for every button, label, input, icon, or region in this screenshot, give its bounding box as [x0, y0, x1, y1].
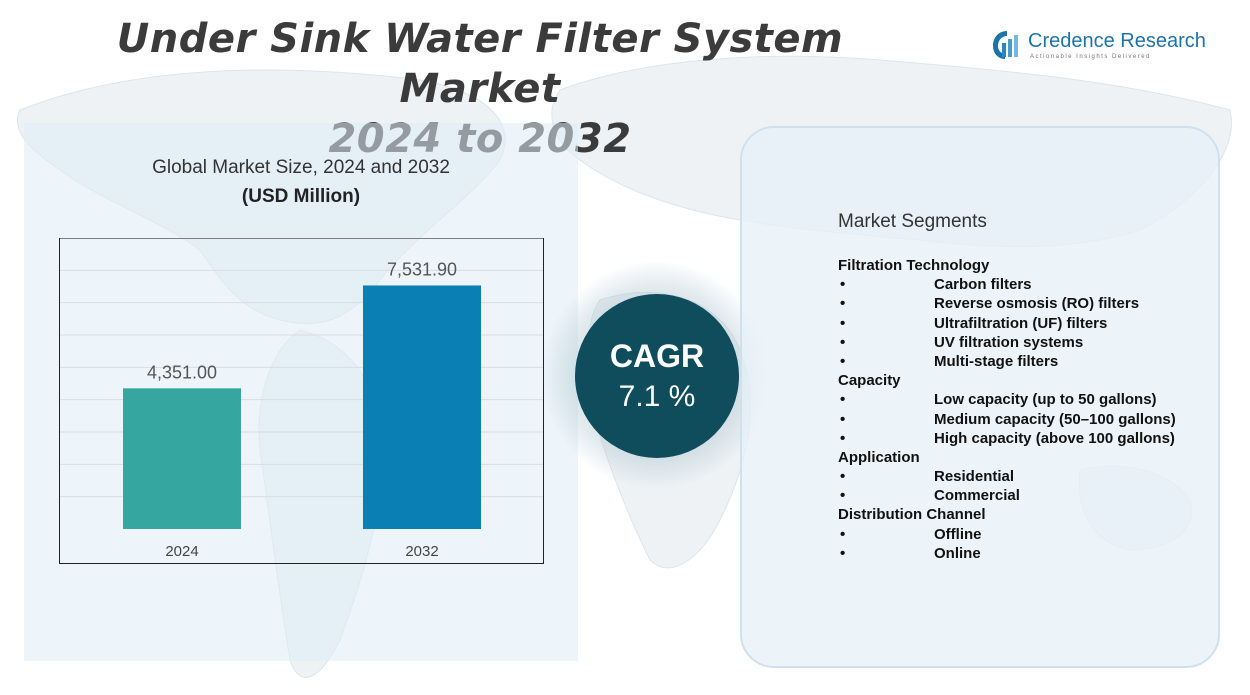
segment-item-label: Online	[934, 544, 981, 562]
title-line-1: Under Sink Water Filter System Market	[116, 16, 844, 112]
segment-item-label: Commercial	[934, 487, 1020, 505]
cagr-badge: CAGR 7.1 %	[575, 294, 739, 458]
cagr-label: CAGR	[609, 338, 705, 374]
bullet-icon: •	[840, 333, 846, 351]
segment-item-label: High capacity (above 100 gallons)	[934, 429, 1175, 447]
market-size-panel	[24, 123, 578, 661]
segment-item-label: Carbon filters	[934, 276, 1032, 294]
bullet-icon: •	[840, 525, 846, 543]
segment-item: • Ultrafiltration (UF) filters	[838, 314, 1218, 333]
segment-item: • Reverse osmosis (RO) filters	[838, 294, 1218, 313]
segment-item-label: Medium capacity (50–100 gallons)	[934, 410, 1176, 428]
segment-item: • High capacity (above 100 gallons)	[838, 429, 1218, 448]
segment-item: • Online	[838, 544, 1218, 563]
segment-item: • UV filtration systems	[838, 333, 1218, 352]
segment-item-label: Reverse osmosis (RO) filters	[934, 295, 1140, 313]
segment-category: Distribution Channel	[838, 506, 986, 524]
bullet-icon: •	[840, 410, 846, 428]
segment-item: • Commercial	[838, 486, 1218, 505]
segment-item-label: UV filtration systems	[934, 333, 1084, 351]
chart-subtitle: Global Market Size, 2024 and 2032	[152, 157, 450, 178]
bullet-icon: •	[840, 544, 846, 562]
segment-item-label: Low capacity (up to 50 gallons)	[934, 391, 1157, 409]
bullet-icon: •	[840, 276, 846, 294]
segment-category: Capacity	[838, 372, 901, 390]
bullet-icon: •	[840, 487, 846, 505]
bar-2032	[363, 285, 481, 529]
segment-category: Filtration Technology	[838, 257, 990, 274]
segment-item-label: Residential	[934, 468, 1015, 486]
bullet-icon: •	[840, 391, 846, 409]
chart-units: (USD Million)	[241, 186, 361, 207]
logo-tagline: Actionable Insights Delivered	[1030, 54, 1151, 60]
logo-mark-icon	[993, 31, 1018, 59]
bullet-icon: •	[840, 295, 846, 313]
bullet-icon: •	[840, 468, 846, 486]
cagr-value: 7.1 %	[618, 380, 696, 413]
credence-research-logo: Credence Research Actionable Insights De…	[990, 28, 1210, 68]
segment-category: Application	[838, 448, 920, 466]
x-tick-label-2024: 2024	[165, 543, 198, 560]
segment-item-label: Multi-stage filters	[934, 352, 1059, 370]
segment-item: • Medium capacity (50–100 gallons)	[838, 410, 1218, 429]
logo-name: Credence Research	[1028, 30, 1206, 52]
bar-2024	[123, 388, 241, 529]
x-tick-label-2032: 2032	[405, 543, 438, 560]
segment-item: • Carbon filters	[838, 275, 1218, 294]
bullet-icon: •	[840, 352, 846, 370]
bullet-icon: •	[840, 314, 846, 332]
segment-item: • Offline	[838, 525, 1218, 544]
bullet-icon: •	[840, 429, 846, 447]
market-segments-panel	[740, 126, 1220, 668]
segments-list: Filtration Technology • Carbon filters • Rev…	[838, 256, 1218, 563]
segment-item: • Residential	[838, 467, 1218, 486]
market-size-bar-chart: 4,351.00 2024 7,531.90 2032	[59, 238, 544, 564]
segment-item-label: Ultrafiltration (UF) filters	[934, 314, 1108, 332]
segment-item-label: Offline	[934, 525, 982, 543]
segment-item: • Multi-stage filters	[838, 352, 1218, 371]
data-label-2024: 4,351.00	[147, 362, 217, 382]
segment-item: • Low capacity (up to 50 gallons)	[838, 390, 1218, 409]
data-label-2032: 7,531.90	[387, 259, 457, 279]
segments-title: Market Segments	[838, 211, 987, 232]
